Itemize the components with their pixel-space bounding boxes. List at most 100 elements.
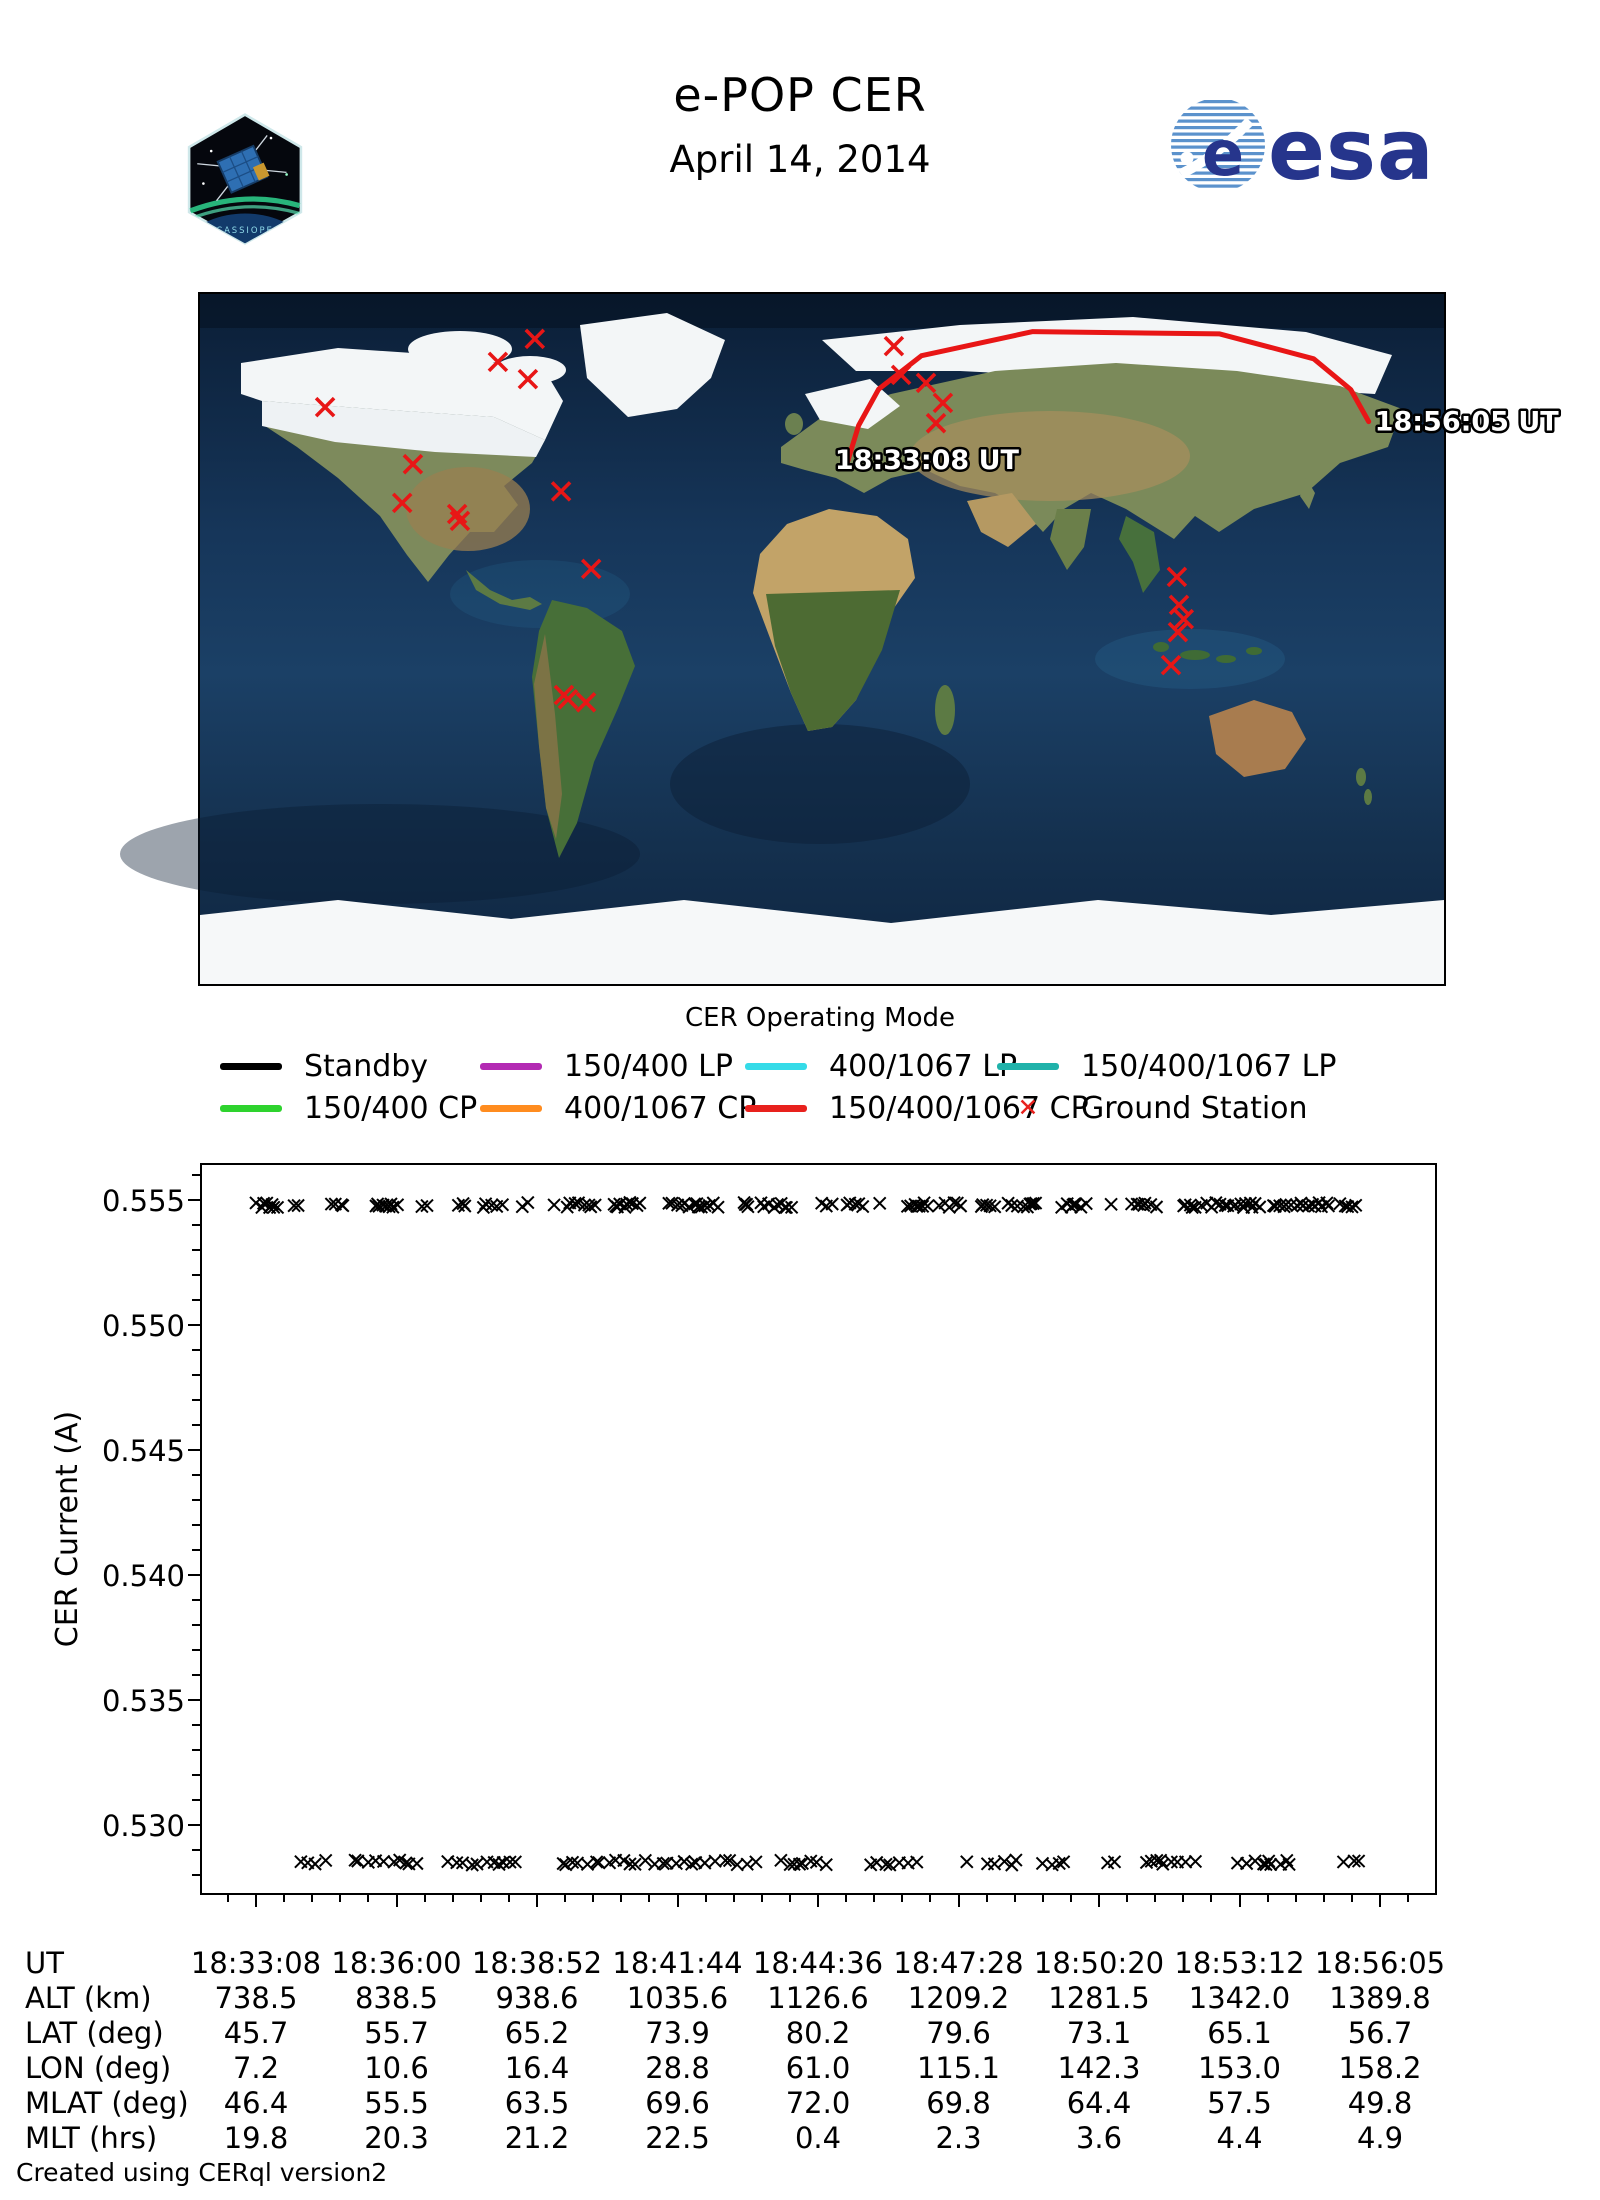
legend-item-400-1067-lp: 400/1067 LP <box>745 1048 1017 1084</box>
ground-station-marker <box>487 351 509 373</box>
table-cell: 21.2 <box>504 2121 570 2155</box>
tick-mark <box>192 1849 200 1851</box>
tick-mark <box>192 1474 200 1476</box>
ground-station-marker <box>932 392 954 414</box>
legend-line-swatch <box>220 1062 282 1070</box>
tick-mark <box>192 1649 200 1651</box>
table-cell: 153.0 <box>1197 2051 1282 2085</box>
middle-east <box>967 493 1036 547</box>
legend-title: CER Operating Mode <box>684 1003 955 1033</box>
page-title: e-POP CER <box>673 68 927 122</box>
legend-line-swatch <box>997 1062 1059 1070</box>
tick-mark <box>192 1349 200 1351</box>
table-cell: 69.8 <box>926 2086 991 2120</box>
tick-mark <box>192 1424 200 1426</box>
table-cell: 4.4 <box>1216 2121 1263 2155</box>
tick-mark <box>704 1895 707 1902</box>
x-marker-icon: ✕ <box>1017 1093 1039 1122</box>
legend-item-ground-station: ✕ Ground Station <box>997 1090 1308 1126</box>
table-cell: 18:50:20 <box>1033 1946 1165 1980</box>
table-cell: 18:56:05 <box>1314 1946 1446 1980</box>
tick-mark <box>192 1224 200 1226</box>
legend-line-swatch <box>480 1062 542 1070</box>
legend-item-150-400-1067-cp: 150/400/1067 CP <box>745 1090 1089 1126</box>
y-tick-label: 0.540 <box>101 1559 185 1593</box>
tick-mark <box>985 1895 988 1902</box>
ground-station-marker <box>557 688 579 710</box>
ground-station-marker <box>524 328 546 350</box>
table-cell: 73.1 <box>1066 2016 1132 2050</box>
scatter-points <box>249 1195 1366 1872</box>
southeast-asia <box>1119 516 1160 593</box>
table-cell: 20.3 <box>364 2121 429 2155</box>
tick-mark <box>957 1895 960 1907</box>
ground-station-marker <box>915 372 937 394</box>
tick-mark <box>192 1249 200 1251</box>
ground-station-marker <box>402 453 424 475</box>
table-cell: 61.0 <box>785 2051 851 2085</box>
table-cell: 73.9 <box>645 2016 710 2050</box>
table-cell: 19.8 <box>223 2121 289 2155</box>
tick-mark <box>1126 1895 1129 1902</box>
tick-mark <box>1069 1895 1072 1902</box>
table-cell: 18:47:28 <box>893 1946 1024 1980</box>
world-map: 18:33:08 UT 18:56:05 UT <box>120 292 1562 986</box>
tick-mark <box>339 1895 342 1902</box>
table-row-label: LAT (deg) <box>25 2016 164 2050</box>
table-cell: 115.1 <box>916 2051 1001 2085</box>
tick-mark <box>929 1895 932 1902</box>
legend-line-swatch <box>745 1104 807 1112</box>
tick-mark <box>1322 1895 1325 1902</box>
ground-station-markers <box>314 328 1195 713</box>
tick-mark <box>188 1699 200 1701</box>
table-cell: 142.3 <box>1057 2051 1141 2085</box>
tick-mark <box>732 1895 735 1902</box>
table-cell: 2.3 <box>935 2121 982 2155</box>
tick-mark <box>188 1449 200 1451</box>
table-row-label: LON (deg) <box>25 2051 172 2085</box>
central-america <box>466 570 542 610</box>
ground-station-marker <box>1166 566 1188 588</box>
table-cell: 1126.6 <box>767 1981 869 2015</box>
table-cell: 45.7 <box>223 2016 289 2050</box>
tick-mark <box>1154 1895 1157 1902</box>
tick-mark <box>226 1895 229 1902</box>
ground-station-marker <box>391 492 413 514</box>
ground-station-marker <box>1160 654 1182 676</box>
tick-mark <box>192 1799 200 1801</box>
tick-mark <box>873 1895 876 1902</box>
legend-line-swatch <box>480 1104 542 1112</box>
tick-mark <box>676 1895 679 1907</box>
tick-mark <box>192 1274 200 1276</box>
table-cell: 18:38:52 <box>471 1946 603 1980</box>
tick-mark <box>1379 1895 1381 1907</box>
table-cell: 838.5 <box>354 1981 439 2015</box>
track-start-time-label: 18:33:08 UT <box>835 445 1020 476</box>
table-cell: 55.5 <box>364 2086 429 2120</box>
tick-mark <box>845 1895 848 1902</box>
table-cell: 18:36:00 <box>331 1946 462 1980</box>
table-cell: 16.4 <box>504 2051 570 2085</box>
patch-mission-name: CASSIOPE <box>216 225 274 235</box>
table-cell: 1389.8 <box>1329 1981 1431 2015</box>
ground-station-marker <box>550 481 572 502</box>
tick-mark <box>620 1895 623 1902</box>
table-cell: 1209.2 <box>907 1981 1010 2015</box>
y-tick-label: 0.550 <box>101 1309 185 1343</box>
table-cell: 18:44:36 <box>752 1946 884 1980</box>
table-cell: 10.6 <box>364 2051 429 2085</box>
ground-station-marker <box>575 692 597 713</box>
ground-station-marker <box>449 510 471 532</box>
tick-mark <box>564 1895 567 1902</box>
tick-mark <box>192 1674 200 1676</box>
scatter-series <box>249 1195 1363 1215</box>
table-cell: 738.5 <box>214 1981 298 2015</box>
table-cell: 0.4 <box>794 2121 842 2155</box>
legend-item-400-1067-cp: 400/1067 CP <box>480 1090 756 1126</box>
tick-mark <box>311 1895 314 1902</box>
table-row-label: MLT (hrs) <box>25 2121 158 2155</box>
tick-mark <box>192 1624 200 1626</box>
table-cell: 1281.5 <box>1048 1981 1150 2015</box>
tick-mark <box>536 1895 538 1907</box>
table-cell: 49.8 <box>1347 2086 1413 2120</box>
